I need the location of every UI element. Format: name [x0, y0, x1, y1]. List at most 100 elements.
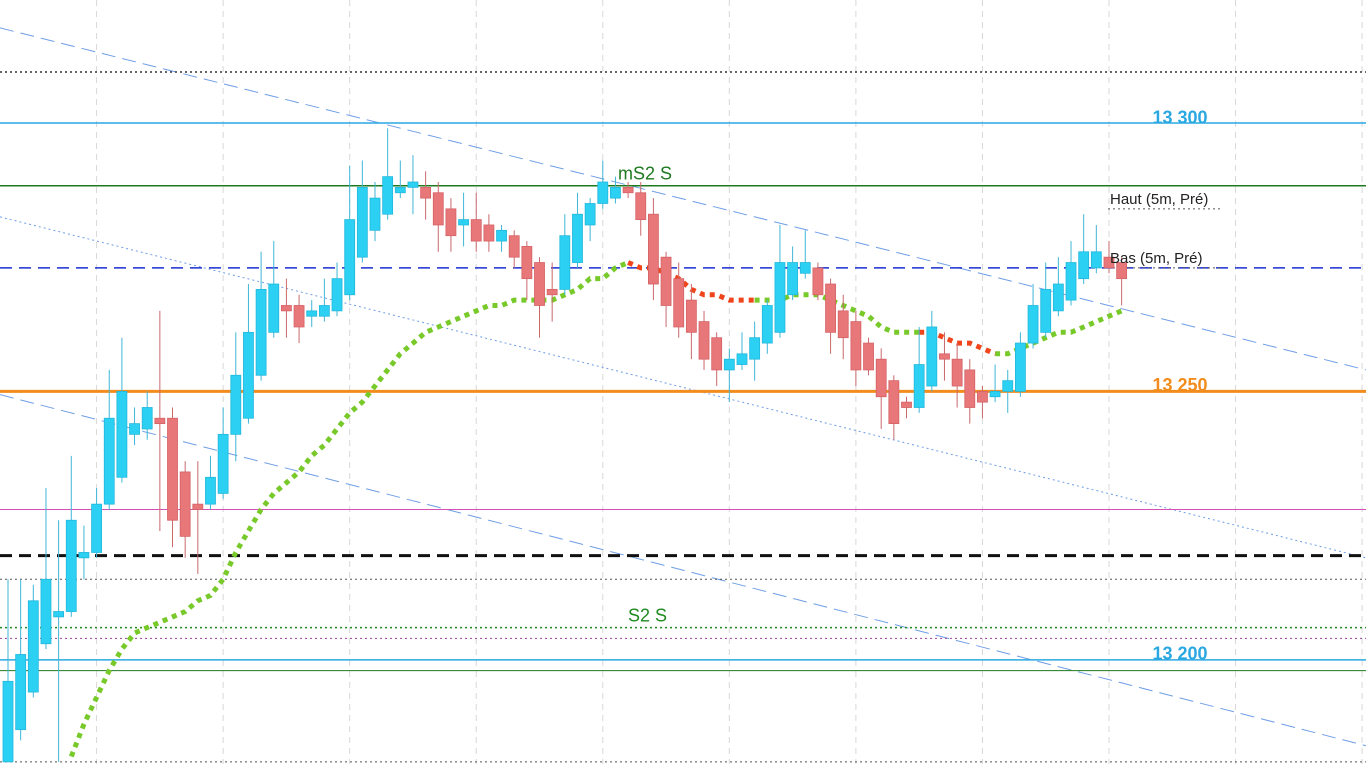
- candle-body: [774, 262, 786, 333]
- candle-body: [711, 337, 723, 371]
- candle-body: [939, 353, 950, 360]
- candle-body: [167, 417, 178, 521]
- candle-body: [1015, 342, 1026, 392]
- candle-body: [154, 417, 166, 425]
- candle-body: [723, 358, 735, 371]
- candle-body: [825, 283, 836, 333]
- candle-body: [129, 423, 140, 435]
- candle-body: [812, 267, 824, 296]
- candle-body: [344, 219, 356, 296]
- candle-body: [660, 256, 672, 306]
- candle-body: [926, 326, 938, 387]
- candle-body: [243, 331, 254, 419]
- level-label: S2 S: [628, 605, 667, 625]
- candle-body: [888, 380, 900, 425]
- candle-body: [951, 358, 963, 387]
- candle-body: [382, 176, 394, 215]
- candle-body: [2, 680, 14, 763]
- candle-body: [584, 203, 596, 226]
- candle-body: [698, 321, 710, 360]
- candle-body: [445, 208, 457, 237]
- candle-body: [205, 476, 216, 505]
- level-label: Bas (5m, Pré): [1110, 250, 1203, 267]
- level-label: 13 200: [1152, 644, 1207, 664]
- candle-body: [40, 578, 52, 645]
- candle-body: [1052, 283, 1064, 312]
- candle-body: [913, 364, 925, 408]
- moving-average: [995, 308, 1123, 357]
- candle-body: [230, 374, 242, 435]
- candle-body: [787, 262, 799, 296]
- candle-body: [103, 417, 115, 505]
- candle-body: [546, 288, 558, 296]
- trend-line: [0, 27, 1366, 371]
- candle-body: [78, 552, 90, 559]
- candle-body: [749, 337, 761, 360]
- candle-body: [15, 654, 27, 731]
- candle-body: [534, 262, 545, 306]
- candle-body: [863, 342, 874, 371]
- candle-body: [610, 186, 621, 199]
- candle-body: [306, 310, 318, 317]
- candle-body: [685, 299, 697, 333]
- level-label: 13 250: [1152, 375, 1207, 395]
- candle-body: [192, 503, 204, 510]
- candle-body: [116, 390, 128, 478]
- candle-body: [432, 192, 444, 226]
- candle-body: [1027, 305, 1039, 344]
- candle-body: [255, 288, 267, 376]
- candle-body: [483, 224, 495, 242]
- candle-body: [318, 305, 330, 317]
- candle-body: [356, 186, 368, 258]
- candle-body: [648, 213, 659, 285]
- candle-body: [496, 229, 507, 242]
- candle-body: [1065, 262, 1077, 301]
- candle-body: [407, 181, 419, 188]
- candle-body: [521, 246, 533, 280]
- candle-body: [635, 192, 647, 220]
- candle-body: [1090, 251, 1102, 269]
- candle-body: [508, 235, 520, 258]
- candle-body: [91, 503, 102, 553]
- candle-body: [559, 235, 571, 290]
- candle-body: [268, 283, 280, 333]
- candle-body: [799, 262, 811, 274]
- candle-body: [53, 611, 65, 618]
- candle-body: [1002, 380, 1014, 392]
- candle-body: [761, 305, 773, 344]
- level-label: Haut (5m, Pré): [1110, 191, 1208, 208]
- candle-body: [964, 369, 976, 408]
- candle-body: [331, 278, 343, 312]
- candle-body: [1116, 262, 1128, 280]
- candle-body: [736, 353, 748, 365]
- candle-body: [977, 390, 988, 403]
- moving-average: [754, 292, 920, 335]
- level-label: mS2 S: [618, 164, 672, 184]
- candle-body: [572, 213, 583, 263]
- candle-body: [1078, 251, 1090, 280]
- candle-body: [420, 186, 432, 199]
- candle-body: [65, 519, 77, 612]
- candle-body: [837, 310, 849, 339]
- candle-body: [141, 407, 153, 430]
- candle-body: [179, 471, 191, 537]
- candle-body: [470, 219, 482, 242]
- candle-body: [850, 321, 862, 371]
- candle-body: [989, 390, 1001, 398]
- candle-body: [1040, 288, 1052, 333]
- level-label: 13 300: [1152, 108, 1207, 128]
- candle-body: [217, 433, 229, 494]
- candle-body: [27, 600, 39, 693]
- trend-line: [0, 394, 1366, 747]
- candle-body: [673, 278, 685, 328]
- candle-body: [622, 186, 634, 194]
- candle-body: [458, 219, 469, 226]
- candle-body: [1103, 256, 1115, 269]
- candle-body: [875, 358, 887, 398]
- candle-body: [394, 186, 406, 194]
- candle-body: [597, 181, 609, 204]
- candle-body: [901, 401, 912, 408]
- candle-body: [281, 305, 292, 312]
